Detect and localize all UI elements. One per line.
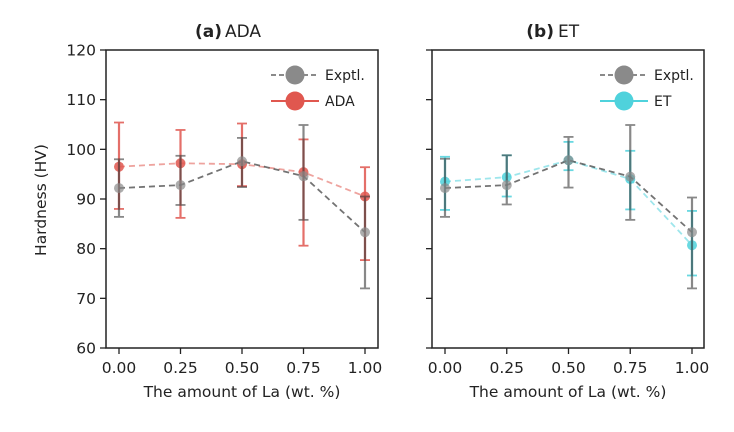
series-line xyxy=(444,159,693,233)
panel-a-title-main: ADA xyxy=(225,22,261,42)
x-tick-label: 0.75 xyxy=(286,359,321,377)
y-tick-label: 110 xyxy=(66,91,96,109)
data-point xyxy=(298,171,309,182)
y-tick-label: 60 xyxy=(76,340,96,358)
x-tick-label: 0.00 xyxy=(102,359,137,377)
legend-item: Exptl. xyxy=(600,65,694,85)
series-exptl xyxy=(114,124,370,290)
panel-b-x-axis-label: The amount of La (wt. %) xyxy=(469,383,667,401)
x-tick-label: 0.00 xyxy=(428,359,463,377)
panel-b-plot xyxy=(440,124,697,290)
panel-ada: (a) ADA 0.00 0.25 0.50 0.75 1.00 60 70 80 90 100… xyxy=(32,22,382,401)
data-point xyxy=(687,227,697,238)
x-tick-label: 1.00 xyxy=(675,359,710,377)
panel-a-xticks: 0.00 0.25 0.50 0.75 1.00 xyxy=(102,348,383,377)
y-tick-label: 70 xyxy=(76,290,96,308)
legend-label: Exptl. xyxy=(325,68,365,84)
legend-label: Exptl. xyxy=(654,68,694,84)
x-tick-label: 0.25 xyxy=(489,359,524,377)
legend-item: ET xyxy=(600,91,672,111)
x-tick-label: 0.75 xyxy=(613,359,648,377)
panel-et: (b) ET 0.00 0.25 0.50 0.75 1.00 The amount o… xyxy=(426,22,709,401)
legend-marker xyxy=(614,91,634,111)
data-point xyxy=(501,180,512,191)
x-tick-label: 0.25 xyxy=(163,359,198,377)
data-point xyxy=(440,183,450,194)
panel-b-legend: Exptl. ET xyxy=(600,65,694,111)
x-tick-label: 0.50 xyxy=(551,359,586,377)
error-bar xyxy=(360,195,370,290)
y-tick-label: 90 xyxy=(76,191,96,209)
legend-item: ADA xyxy=(271,91,355,111)
legend-marker xyxy=(614,65,634,85)
series-exptl xyxy=(440,124,697,290)
legend-marker xyxy=(285,65,305,85)
legend-marker xyxy=(285,91,305,111)
y-tick-label: 100 xyxy=(66,141,96,159)
panel-b-title-prefix: (b) xyxy=(526,22,554,42)
data-point xyxy=(114,183,124,194)
error-bar xyxy=(501,154,512,206)
panel-a-plot xyxy=(114,121,370,290)
data-point xyxy=(237,156,247,167)
panel-b-yticks xyxy=(426,49,432,349)
data-point xyxy=(360,227,370,238)
y-tick-label: 120 xyxy=(66,42,96,60)
panel-a-legend: Exptl. ADA xyxy=(271,65,365,111)
legend-label: ET xyxy=(654,94,672,110)
panel-a-x-axis-label: The amount of La (wt. %) xyxy=(143,383,341,401)
panel-b-xticks: 0.00 0.25 0.50 0.75 1.00 xyxy=(428,348,710,377)
x-tick-label: 0.50 xyxy=(225,359,260,377)
data-point xyxy=(563,155,574,166)
legend-item: Exptl. xyxy=(271,65,365,85)
y-axis-label: Hardness (HV) xyxy=(32,144,50,256)
error-bar xyxy=(687,196,697,290)
y-tick-label: 80 xyxy=(76,240,96,258)
data-point xyxy=(625,171,636,182)
panel-a-title-prefix: (a) xyxy=(195,22,222,42)
legend-label: ADA xyxy=(325,94,355,110)
data-point xyxy=(175,180,186,191)
series-line xyxy=(118,160,366,233)
panel-a-yticks: 60 70 80 90 100 110 120 xyxy=(66,42,106,358)
x-tick-label: 1.00 xyxy=(348,359,383,377)
panel-b-title-main: ET xyxy=(558,22,580,42)
